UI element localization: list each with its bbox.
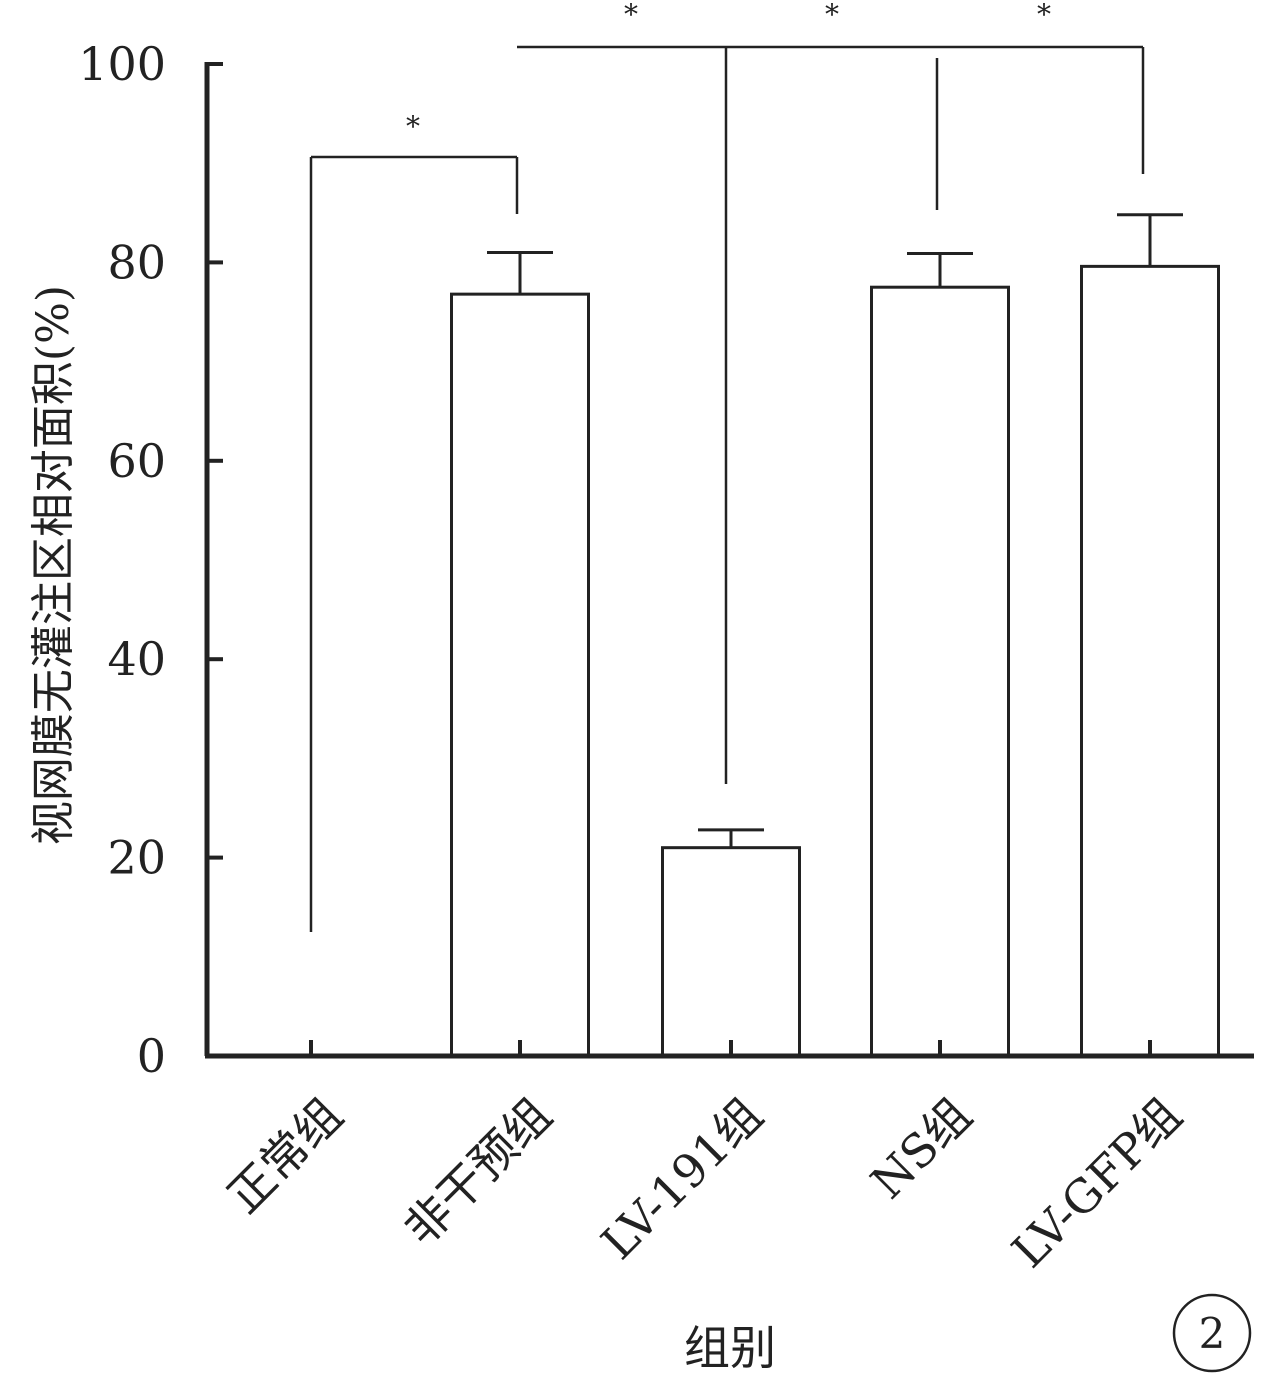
significance-layer: * * * * (309, 0, 1145, 932)
x-tick-label: NS组 (860, 1088, 981, 1209)
bars-layer (450, 264, 1220, 1058)
x-tick-label: 正常组 (217, 1088, 353, 1224)
y-tick-label: 60 (107, 434, 166, 488)
y-axis-label: 视网膜无灌注区相对面积(%) (28, 285, 79, 845)
significance-star: * (825, 0, 839, 31)
figure-number-circle (1172, 1293, 1252, 1373)
significance-star: * (1037, 0, 1051, 31)
y-ticks-layer: 0 20 40 60 80 100 (78, 37, 223, 1083)
bar (1080, 264, 1220, 1058)
x-tick-label: LV-191组 (591, 1088, 773, 1270)
y-tick-label: 0 (137, 1029, 166, 1083)
y-tick-label: 40 (107, 632, 166, 686)
bar (870, 285, 1010, 1058)
x-ticks-layer: 正常组 非干预组 LV-191组 NS组 LV-GFP组 (217, 1040, 1192, 1278)
significance-star: * (406, 110, 420, 143)
x-tick-label: LV-GFP组 (1001, 1088, 1191, 1278)
x-tick-label: 非干预组 (393, 1088, 561, 1256)
bar (661, 846, 801, 1058)
significance-star: * (624, 0, 638, 31)
y-tick-label: 20 (107, 831, 166, 885)
y-tick-label: 80 (107, 235, 166, 289)
error-bars-layer (487, 213, 1183, 848)
y-tick-label: 100 (78, 37, 166, 91)
figure-number: 2 (1199, 1309, 1226, 1358)
bar (450, 292, 590, 1058)
x-axis-label: 组别 (684, 1321, 776, 1375)
